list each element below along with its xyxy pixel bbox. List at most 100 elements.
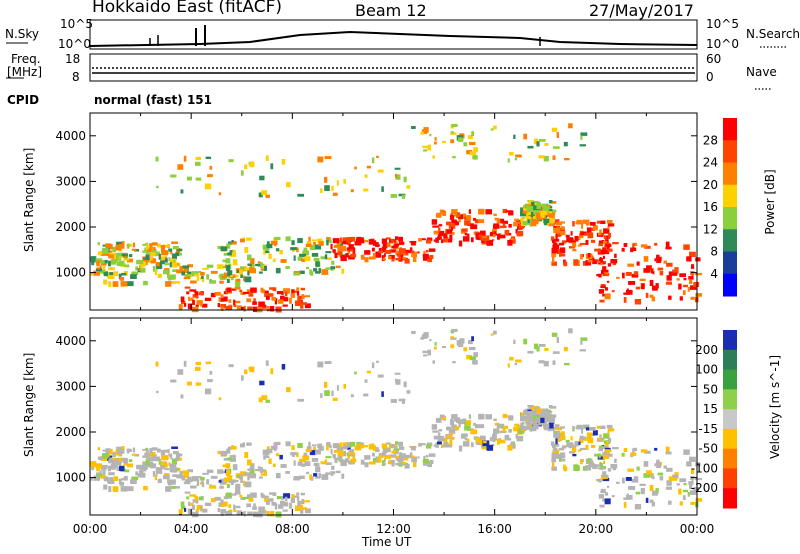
velocity-cell bbox=[217, 508, 220, 513]
velocity-cell bbox=[462, 418, 467, 424]
velocity-cell bbox=[274, 441, 281, 445]
velocity-cell bbox=[553, 432, 561, 439]
power-cell bbox=[281, 159, 286, 165]
velocity-cell bbox=[449, 439, 453, 446]
power-cell bbox=[156, 185, 159, 189]
power-cell bbox=[574, 235, 579, 242]
power-cell bbox=[350, 189, 354, 193]
power-cell bbox=[374, 253, 379, 258]
power-cell bbox=[265, 247, 268, 252]
power-cell bbox=[265, 155, 269, 161]
velocity-cell bbox=[291, 494, 295, 500]
power-cell bbox=[622, 272, 625, 279]
velocity-cell bbox=[427, 349, 432, 356]
velocity-cell bbox=[105, 448, 111, 454]
velocity-cell bbox=[170, 454, 173, 460]
power-cell bbox=[636, 261, 640, 266]
velocity-cell bbox=[326, 445, 329, 451]
power-cell bbox=[451, 209, 458, 214]
power-cell bbox=[246, 237, 252, 241]
velocity-cell bbox=[196, 505, 203, 510]
power-cell bbox=[258, 301, 265, 307]
power-cell bbox=[434, 137, 437, 141]
power-cell bbox=[633, 271, 639, 276]
velocity-cell bbox=[168, 453, 172, 457]
velocity-cell bbox=[572, 453, 577, 457]
velocity-cell bbox=[261, 494, 265, 499]
velocity-cell bbox=[311, 444, 317, 447]
velocity-cell bbox=[543, 423, 550, 428]
power-cell bbox=[247, 270, 250, 276]
velocity-cell bbox=[535, 417, 541, 424]
nsky-tick-top: 10^5 bbox=[60, 17, 93, 31]
power-cell bbox=[486, 239, 494, 246]
power-cell bbox=[441, 140, 446, 143]
power-cell bbox=[189, 289, 197, 292]
power-cell bbox=[146, 244, 149, 250]
velocity-cell bbox=[237, 474, 242, 478]
power-cell bbox=[336, 180, 339, 186]
velocity-cell bbox=[528, 419, 535, 423]
power-cell bbox=[179, 266, 183, 272]
power-cell bbox=[401, 194, 406, 199]
velocity-cell bbox=[515, 434, 518, 439]
velocity-cell bbox=[602, 477, 610, 482]
velocity-cell bbox=[550, 406, 557, 409]
velocity-cell bbox=[345, 458, 349, 463]
velocity-cell bbox=[689, 484, 693, 490]
power-cell bbox=[286, 182, 291, 188]
y-tick-label: 1000 bbox=[55, 266, 86, 280]
velocity-cell bbox=[549, 414, 553, 417]
power-cell bbox=[275, 267, 281, 274]
velocity-cell bbox=[466, 420, 472, 425]
velocity-cell bbox=[649, 485, 654, 491]
power-cell bbox=[565, 234, 570, 238]
velocity-cell bbox=[607, 450, 610, 455]
velocity-cell bbox=[602, 454, 610, 460]
power-cell bbox=[311, 239, 317, 242]
velocity-cell bbox=[533, 343, 539, 350]
velocity-cell bbox=[563, 346, 568, 352]
velocity-cell bbox=[306, 471, 310, 475]
power-cell bbox=[169, 258, 177, 263]
velocity-cell bbox=[269, 492, 275, 495]
velocity-cell bbox=[264, 498, 269, 502]
power-cell bbox=[467, 233, 470, 238]
power-cell bbox=[507, 239, 513, 246]
power-cell bbox=[158, 253, 161, 260]
velocity-cell bbox=[514, 423, 520, 427]
power-cell bbox=[607, 263, 612, 267]
velocity-cell bbox=[247, 511, 253, 515]
power-cell bbox=[462, 213, 467, 219]
power-cell bbox=[315, 244, 321, 250]
velocity-cell bbox=[371, 452, 375, 457]
velocity-cell bbox=[91, 465, 95, 471]
power-cell bbox=[548, 217, 554, 224]
velocity-colorbar-tick: -100 bbox=[691, 461, 718, 475]
velocity-cell bbox=[678, 488, 682, 495]
power-cell bbox=[582, 219, 590, 224]
nave-tick-bottom: 0 bbox=[706, 70, 714, 84]
velocity-cell bbox=[265, 455, 270, 459]
velocity-cell bbox=[437, 441, 442, 445]
power-cell bbox=[525, 215, 531, 220]
velocity-cell bbox=[285, 441, 291, 447]
velocity-cell bbox=[381, 391, 384, 397]
velocity-cell bbox=[225, 510, 233, 515]
power-cell bbox=[602, 249, 610, 255]
velocity-cell bbox=[261, 395, 268, 400]
velocity-cell bbox=[472, 360, 478, 365]
power-cell bbox=[284, 297, 289, 302]
power-cell bbox=[646, 265, 652, 270]
velocity-cell bbox=[376, 360, 379, 363]
velocity-cell bbox=[443, 441, 448, 448]
velocity-cell bbox=[143, 462, 148, 465]
velocity-cell bbox=[140, 472, 146, 478]
x-tick-label: 12:00 bbox=[376, 522, 411, 536]
power-cell bbox=[268, 253, 272, 259]
power-cell bbox=[371, 157, 375, 164]
velocity-cell bbox=[256, 511, 263, 518]
velocity-cell bbox=[510, 442, 515, 446]
velocity-cell bbox=[375, 456, 379, 460]
power-cell bbox=[509, 151, 514, 156]
